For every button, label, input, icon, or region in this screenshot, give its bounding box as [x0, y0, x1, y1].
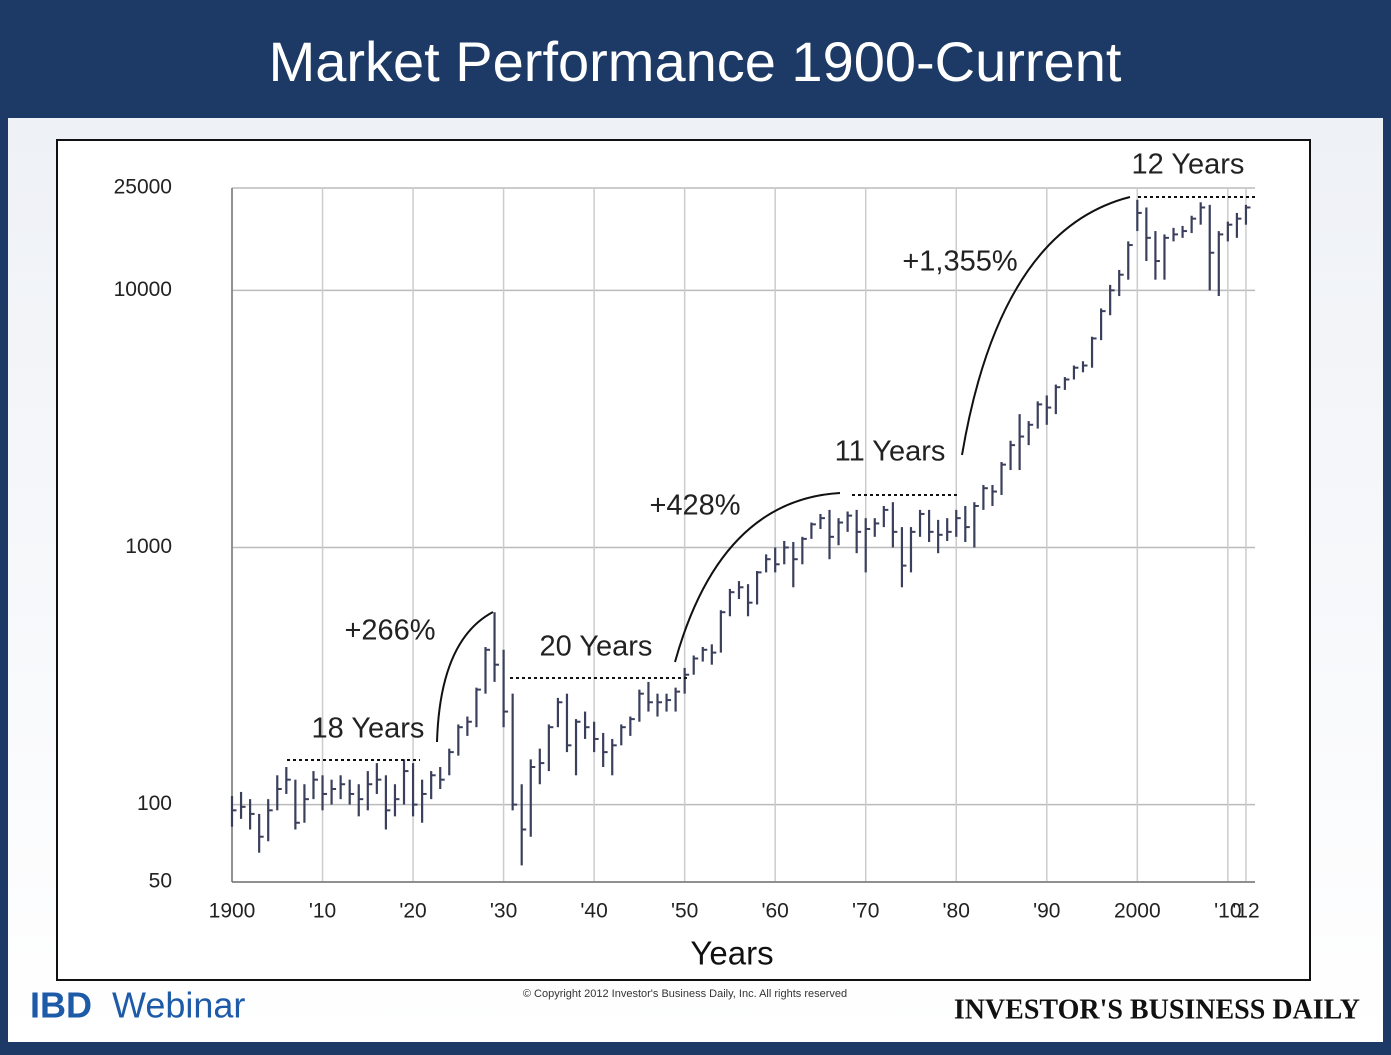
rise-arc: [436, 611, 494, 743]
annotation: +1,355%: [902, 246, 1017, 278]
brand-suffix: Webinar: [112, 985, 245, 1026]
annotation: 20 Years: [540, 631, 653, 663]
slide-title: Market Performance 1900-Current: [269, 30, 1122, 93]
y-tick-label: 1000: [125, 535, 172, 558]
x-tick-label: 1900: [209, 900, 256, 923]
x-tick-label: '80: [943, 900, 970, 923]
publisher: INVESTOR'S BUSINESS DAILY: [954, 994, 1360, 1025]
annotation-shapes: [287, 196, 1255, 761]
plot-area: 50 100 1000 10000 25000 1900 '10 '20 '30 '40 '50 '6…: [114, 176, 1260, 923]
annotation: 11 Years: [835, 436, 946, 468]
x-tick-label: '10: [1214, 900, 1241, 923]
x-tick-label: '60: [761, 900, 788, 923]
x-tick-label: '30: [490, 900, 517, 923]
y-tick-label: 25000: [114, 176, 172, 199]
x-tick-label: '50: [671, 900, 698, 923]
copyright: © Copyright 2012 Investor's Business Dai…: [523, 988, 847, 1000]
y-tick-label: 50: [149, 870, 172, 893]
annotation: 18 Years: [312, 713, 425, 745]
x-tick-label: '70: [852, 900, 879, 923]
x-tick-label: '40: [580, 900, 607, 923]
annotation: +266%: [344, 615, 435, 647]
annotation: 12 Years: [1132, 149, 1245, 181]
x-tick-label: '90: [1033, 900, 1060, 923]
rise-arc: [961, 196, 1131, 456]
chart-frame: [56, 139, 1311, 981]
annotation: +428%: [649, 490, 740, 522]
x-tick-label: '10: [309, 900, 336, 923]
x-tick-label: '20: [399, 900, 426, 923]
brand: IBD: [30, 985, 92, 1026]
y-tick-label: 100: [137, 792, 172, 815]
x-tick-label: '12: [1232, 900, 1259, 923]
y-tick-label: 10000: [114, 278, 172, 301]
x-tick-label: 2000: [1114, 900, 1161, 923]
rise-arc: [674, 492, 841, 663]
title-band: [0, 0, 1391, 118]
x-axis-label: Years: [690, 935, 773, 972]
